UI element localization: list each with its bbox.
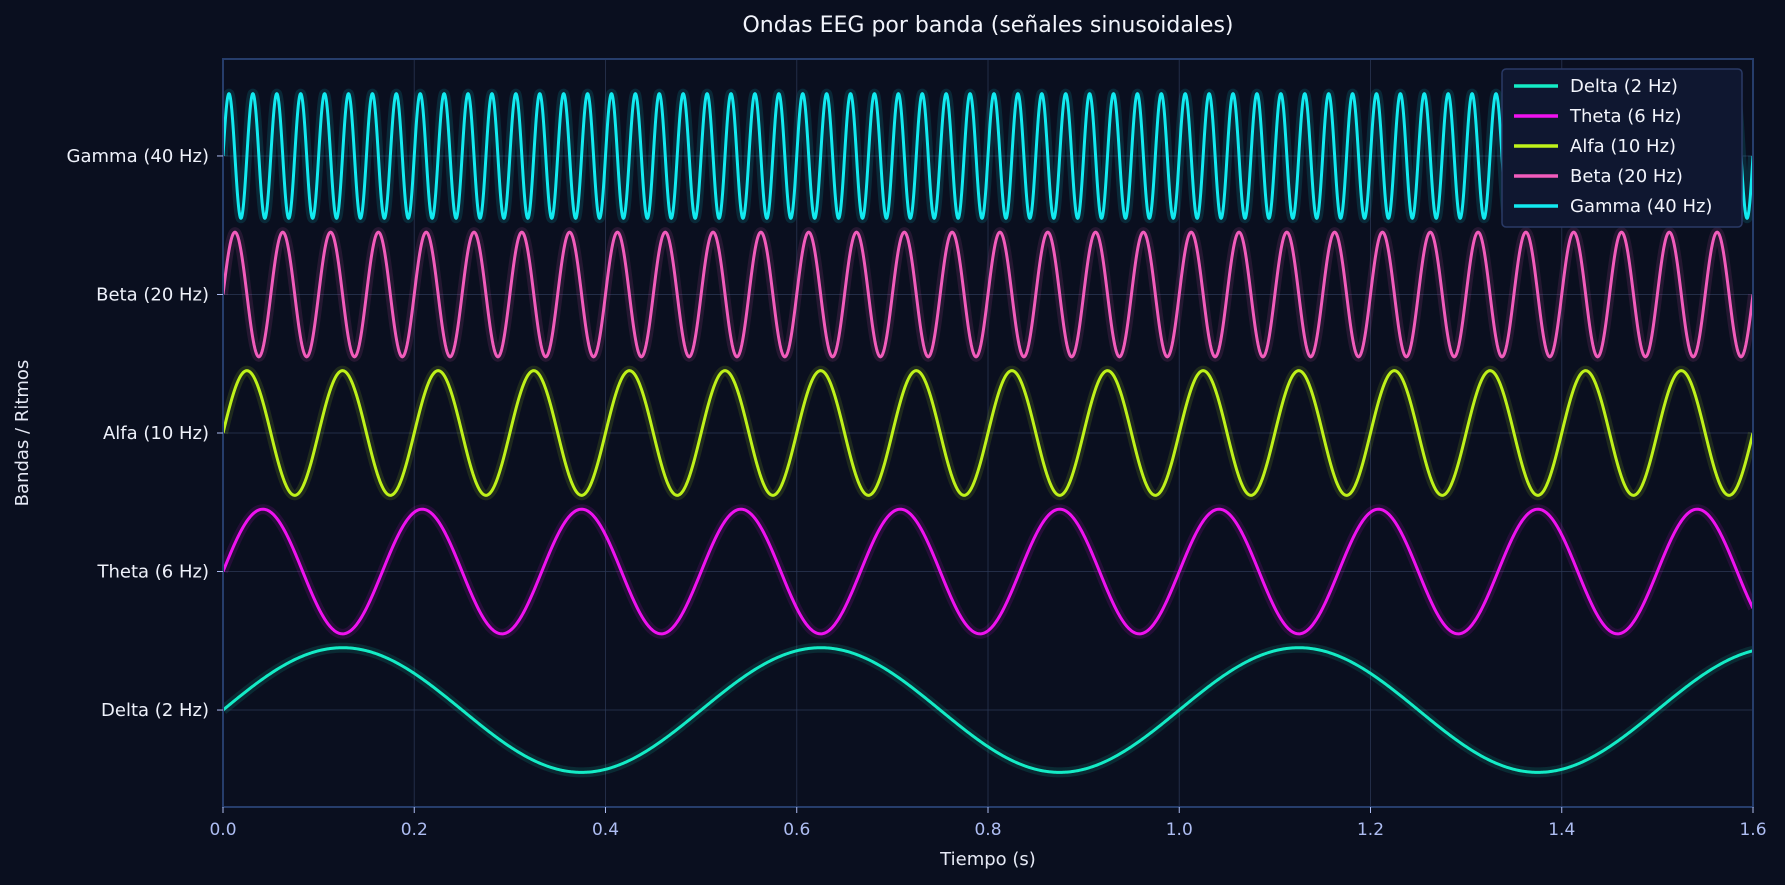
series-line-alfa — [223, 369, 1753, 497]
x-ticks: 0.0 0.2 0.4 0.6 0.8 1.0 1.2 1.4 1.6 — [209, 807, 1767, 840]
x-tick-label: 0.0 — [209, 820, 236, 840]
series-line-delta — [223, 646, 1753, 774]
series-line-gamma — [223, 92, 1753, 220]
legend-label-delta: Delta (2 Hz) — [1570, 76, 1678, 97]
legend-label-alfa: Alfa (10 Hz) — [1570, 136, 1676, 157]
y-axis-label: Bandas / Ritmos — [12, 360, 33, 507]
series-layer — [223, 88, 1753, 778]
legend-label-beta: Beta (20 Hz) — [1570, 166, 1683, 187]
chart-title: Ondas EEG por banda (señales sinusoidale… — [742, 13, 1233, 38]
y-tick-label: Delta (2 Hz) — [101, 700, 209, 721]
y-tick-label: Beta (20 Hz) — [96, 284, 209, 305]
legend-box — [1501, 68, 1743, 228]
x-tick-label: 0.4 — [592, 820, 619, 840]
y-tick-label: Theta (6 Hz) — [97, 562, 210, 583]
series-line-theta — [223, 507, 1753, 636]
series-line-beta — [223, 230, 1753, 359]
x-axis-label: Tiempo (s) — [939, 849, 1036, 870]
x-tick-label: 1.2 — [1357, 820, 1384, 840]
legend-label-gamma: Gamma (40 Hz) — [1570, 196, 1712, 217]
y-tick-label: Gamma (40 Hz) — [67, 146, 209, 167]
y-tick-label: Alfa (10 Hz) — [103, 423, 209, 444]
x-tick-label: 0.2 — [401, 820, 428, 840]
x-tick-label: 1.0 — [1166, 820, 1193, 840]
x-tick-label: 1.6 — [1739, 820, 1766, 840]
x-tick-label: 0.8 — [974, 820, 1001, 840]
y-ticks: Delta (2 Hz) Theta (6 Hz) Alfa (10 Hz) Beta… — [67, 146, 223, 721]
legend: Delta (2 Hz) Theta (6 Hz) Alfa (10 Hz) Beta… — [1501, 68, 1743, 228]
x-tick-label: 1.4 — [1548, 820, 1575, 840]
x-tick-label: 0.6 — [783, 820, 810, 840]
legend-label-theta: Theta (6 Hz) — [1569, 106, 1682, 127]
